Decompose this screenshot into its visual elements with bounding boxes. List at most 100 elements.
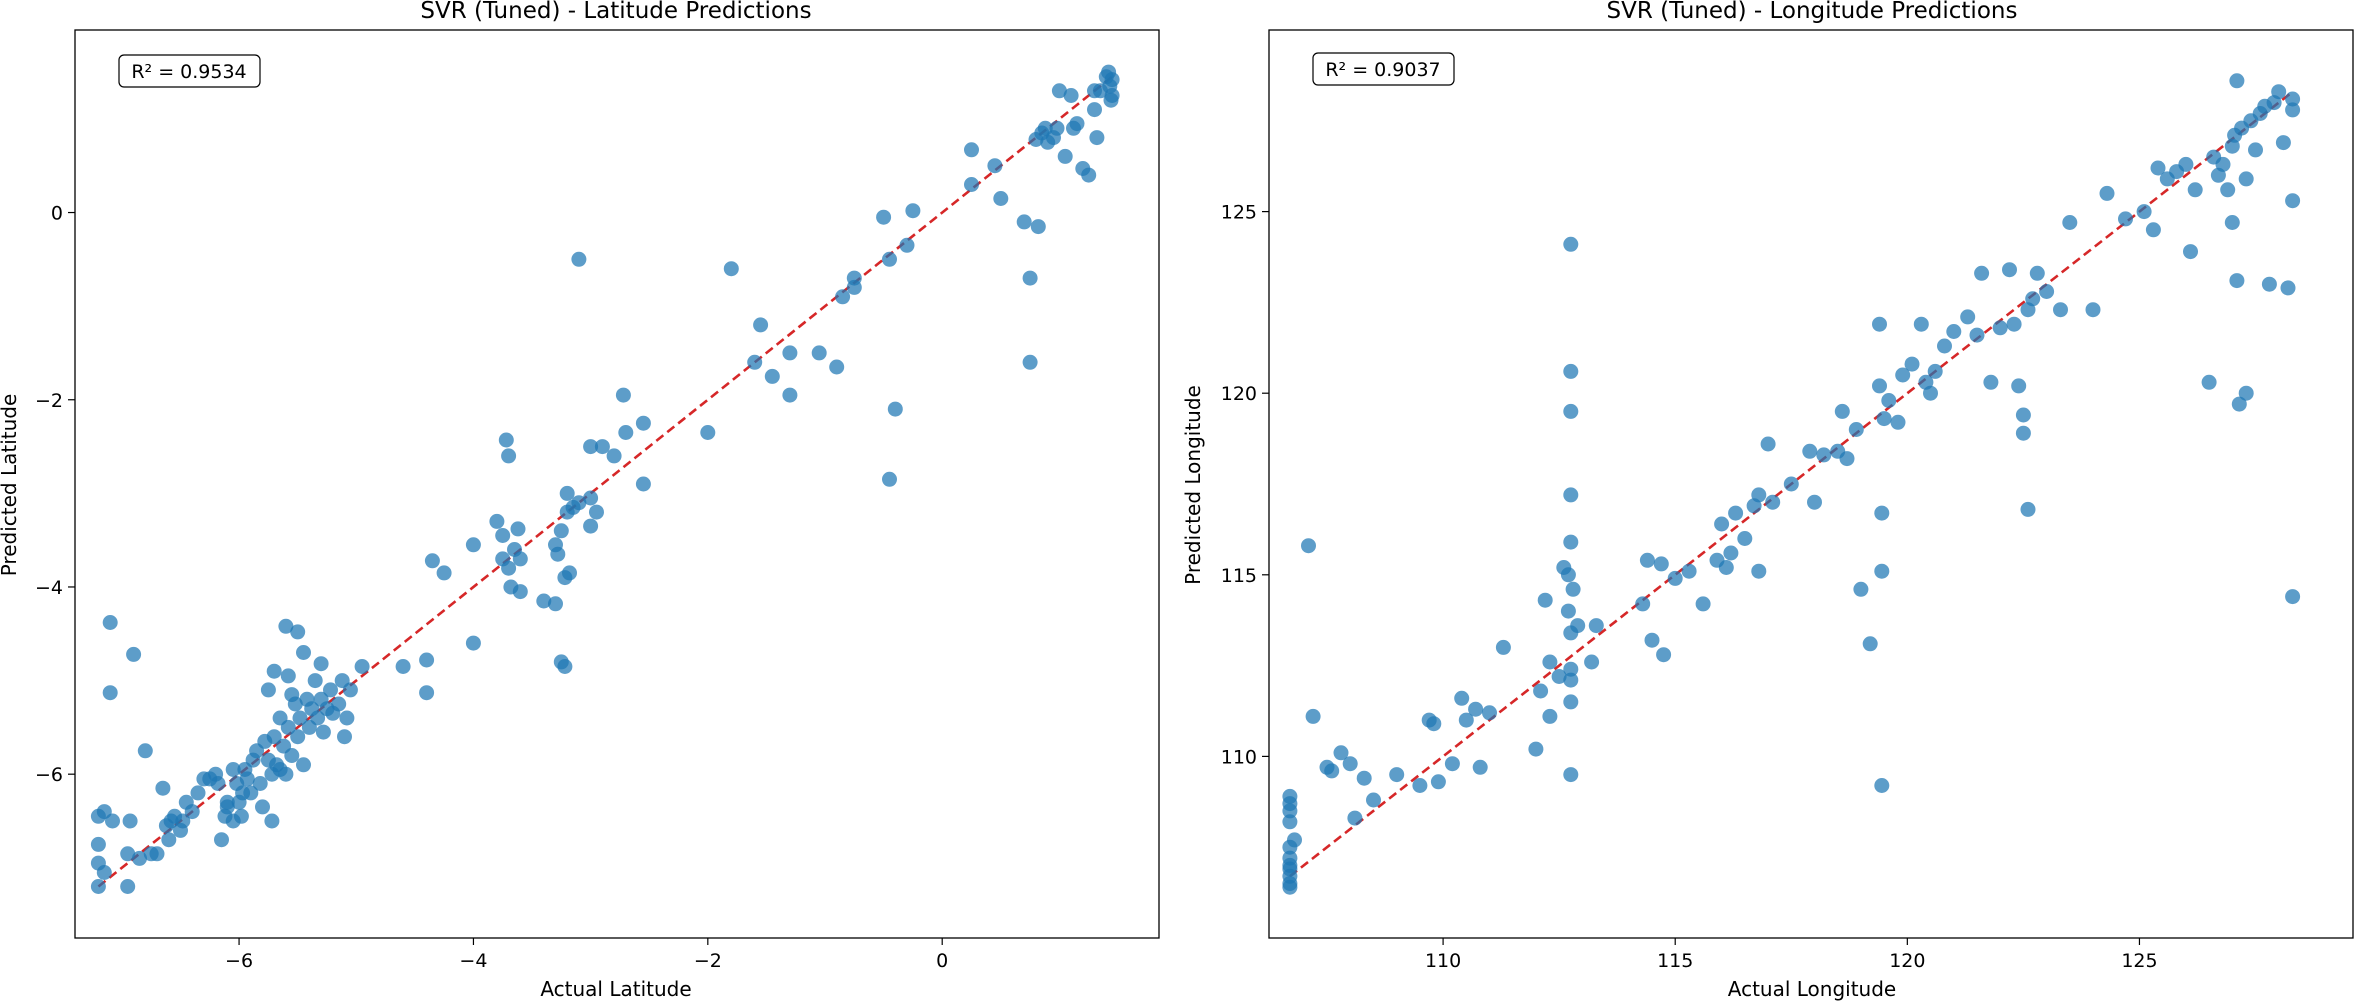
data-point — [1563, 487, 1579, 503]
data-point — [96, 865, 112, 880]
data-point — [337, 729, 352, 745]
data-point — [292, 710, 308, 726]
chart-title: SVR (Tuned) - Latitude Predictions — [420, 0, 811, 24]
y-tick-label: 0 — [51, 203, 63, 225]
data-point — [1874, 778, 1890, 793]
data-point — [1051, 83, 1067, 99]
reference-line — [97, 75, 1113, 888]
data-point — [1644, 632, 1660, 648]
data-point — [899, 237, 915, 253]
data-point — [495, 528, 511, 543]
x-tick-label: 110 — [1425, 950, 1461, 972]
data-point — [1301, 538, 1316, 554]
data-point — [882, 251, 897, 267]
data-point — [264, 813, 280, 829]
data-point — [2285, 91, 2301, 107]
data-point — [829, 359, 845, 375]
data-point — [122, 813, 138, 829]
data-point — [252, 776, 268, 791]
data-point — [2053, 302, 2068, 318]
data-point — [307, 673, 323, 689]
data-point — [315, 724, 331, 740]
data-point — [887, 401, 903, 417]
data-point — [210, 776, 226, 791]
data-point — [501, 448, 517, 464]
data-point — [512, 584, 528, 600]
data-point — [1667, 570, 1683, 586]
data-point — [1444, 756, 1460, 772]
data-point — [436, 565, 452, 581]
data-point — [339, 710, 355, 726]
data-point — [1834, 403, 1850, 419]
data-point — [536, 593, 552, 609]
data-point — [964, 177, 979, 192]
data-point — [243, 785, 259, 801]
data-point — [137, 743, 153, 759]
data-point — [419, 652, 435, 668]
data-point — [723, 261, 739, 277]
data-point — [214, 832, 229, 848]
data-point — [1430, 774, 1446, 790]
data-point — [1563, 661, 1579, 677]
data-point — [589, 504, 604, 520]
data-point — [1635, 596, 1651, 612]
data-point — [1081, 167, 1097, 183]
data-point — [1728, 505, 1744, 521]
y-axis-label: Predicted Latitude — [0, 394, 21, 577]
data-point — [310, 710, 326, 726]
x-tick-label: −2 — [694, 950, 722, 972]
data-point — [2285, 193, 2301, 209]
data-point — [1563, 363, 1579, 379]
data-point — [764, 368, 780, 384]
data-point — [571, 495, 587, 511]
data-point — [255, 799, 270, 815]
data-point — [1482, 705, 1497, 721]
data-point — [1287, 832, 1302, 848]
data-point — [149, 846, 165, 862]
data-point — [811, 345, 827, 361]
data-point — [1347, 810, 1363, 826]
data-point — [1760, 436, 1776, 452]
data-point — [512, 551, 528, 567]
data-point — [1472, 759, 1488, 775]
data-point — [102, 615, 118, 630]
data-point — [1681, 563, 1697, 579]
data-point — [2002, 262, 2017, 278]
data-point — [559, 485, 575, 501]
data-point — [1881, 393, 1897, 408]
data-point — [280, 668, 296, 684]
data-point — [1563, 694, 1579, 710]
data-point — [1049, 120, 1065, 136]
data-point — [284, 748, 300, 763]
data-point — [1089, 130, 1105, 146]
data-point — [1528, 741, 1544, 757]
data-point — [1584, 654, 1600, 670]
plot-frame — [74, 29, 1160, 939]
data-point — [2201, 374, 2217, 390]
data-point — [2261, 276, 2277, 292]
data-point — [1890, 414, 1906, 430]
y-tick-label: 120 — [1221, 383, 1257, 405]
data-point — [583, 439, 599, 455]
data-point — [424, 553, 440, 569]
data-point — [1765, 494, 1781, 510]
data-point — [120, 846, 136, 862]
data-point — [2099, 185, 2115, 201]
data-point — [120, 879, 136, 894]
y-tick-label: 110 — [1221, 746, 1257, 768]
data-point — [2006, 316, 2022, 332]
data-point — [782, 345, 798, 361]
data-point — [2039, 284, 2055, 299]
r2-annotation: R² = 0.9037 — [1312, 52, 1455, 86]
data-point — [1853, 581, 1869, 597]
data-point — [1927, 363, 1943, 379]
data-point — [1807, 494, 1822, 510]
data-point — [1653, 556, 1669, 572]
data-point — [1588, 618, 1604, 634]
data-point — [1324, 763, 1340, 779]
data-point — [700, 425, 716, 440]
data-point — [102, 685, 118, 701]
data-point — [2271, 84, 2287, 100]
data-point — [2020, 501, 2036, 517]
data-point — [1366, 792, 1381, 808]
